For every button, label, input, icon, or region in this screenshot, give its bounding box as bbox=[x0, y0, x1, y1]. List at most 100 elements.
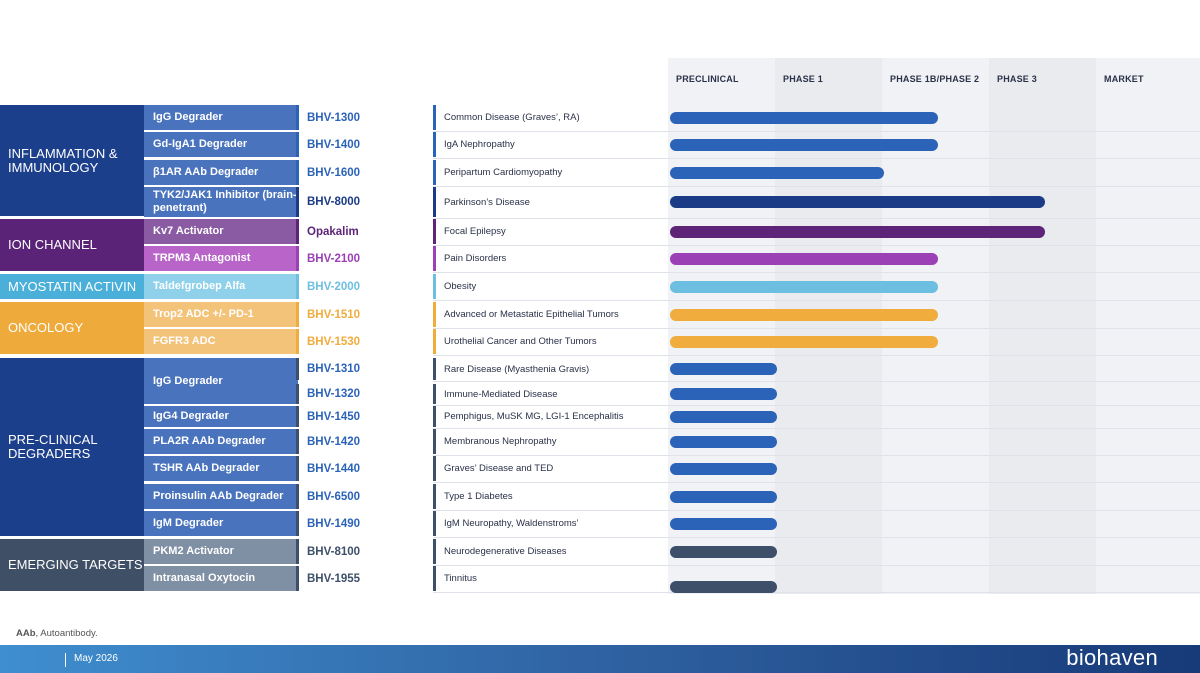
progress-bar bbox=[670, 545, 777, 558]
indication-label: Immune-Mediated Disease bbox=[444, 388, 558, 400]
program-strip bbox=[296, 384, 299, 404]
category-oncology: ONCOLOGY bbox=[0, 302, 144, 354]
progress-bar bbox=[670, 335, 938, 348]
row-separator bbox=[433, 131, 1200, 132]
drug-label: IgG Degrader bbox=[144, 105, 298, 130]
phase-header: PRECLINICAL bbox=[676, 74, 739, 84]
program-code: BHV-1955 bbox=[307, 572, 361, 585]
indication-strip bbox=[433, 302, 436, 327]
progress-bar bbox=[670, 111, 938, 124]
program-code: BHV-1530 bbox=[307, 335, 361, 348]
program-strip bbox=[296, 187, 299, 217]
progress-bar bbox=[670, 166, 884, 179]
progress-bar bbox=[670, 363, 777, 375]
indication-label: Focal Epilepsy bbox=[444, 226, 506, 237]
indication-strip bbox=[433, 219, 436, 244]
program-strip bbox=[296, 406, 299, 427]
phase-header: PHASE 1B/PHASE 2 bbox=[890, 74, 980, 84]
drug-label: PLA2R AAb Degrader bbox=[144, 429, 298, 454]
program-code: BHV-6500 bbox=[307, 490, 361, 503]
program-strip bbox=[296, 274, 299, 299]
indication-label: Urothelial Cancer and Other Tumors bbox=[444, 336, 597, 347]
phase-header: PHASE 1 bbox=[783, 74, 823, 84]
indication-strip bbox=[433, 160, 436, 185]
drug-label: TYK2/JAK1 Inhibitor (brain-penetrant) bbox=[144, 187, 298, 217]
row-separator bbox=[433, 186, 1200, 187]
phase-header: PHASE 3 bbox=[997, 74, 1037, 84]
indication-label: Rare Disease (Myasthenia Gravis) bbox=[444, 363, 590, 375]
biohaven-logo: biohaven bbox=[1066, 645, 1158, 670]
indication-strip bbox=[433, 105, 436, 130]
program-strip bbox=[296, 511, 299, 536]
drug-label: FGFR3 ADC bbox=[144, 329, 298, 354]
indication-strip bbox=[433, 484, 436, 509]
program-strip bbox=[296, 132, 299, 157]
indication-label: Membranous Nephropathy bbox=[444, 436, 557, 447]
indication-label: Pemphigus, MuSK MG, LGI-1 Encephalitis bbox=[444, 411, 624, 422]
program-strip bbox=[296, 429, 299, 454]
row-separator bbox=[433, 218, 1200, 219]
category-label: PRE-CLINICAL DEGRADERS bbox=[8, 432, 98, 461]
program-code: BHV-1450 bbox=[307, 410, 361, 423]
progress-bar bbox=[670, 252, 938, 265]
program-code: BHV-8100 bbox=[307, 545, 361, 558]
footer-bar bbox=[0, 645, 1200, 673]
category-inflammation-immunology: INFLAMMATION & IMMUNOLOGY bbox=[0, 105, 144, 216]
drug-label: Taldefgrobep Alfa bbox=[144, 274, 298, 299]
category-label: ONCOLOGY bbox=[8, 320, 84, 335]
indication-label: IgA Nephropathy bbox=[444, 139, 515, 150]
program-strip bbox=[296, 456, 299, 481]
category-label: MYOSTATIN ACTIVIN bbox=[8, 278, 137, 294]
progress-bar bbox=[670, 490, 777, 503]
progress-bar bbox=[670, 388, 777, 400]
program-code: BHV-1400 bbox=[307, 138, 361, 151]
category-ion-channel: ION CHANNEL bbox=[0, 219, 144, 271]
program-strip bbox=[296, 329, 299, 354]
indication-strip bbox=[433, 132, 436, 157]
indication-label: Parkinson’s Disease bbox=[444, 196, 530, 208]
program-code: BHV-8000 bbox=[307, 196, 361, 208]
drug-label: Intranasal Oxytocin bbox=[144, 566, 298, 591]
program-code: BHV-2100 bbox=[307, 252, 361, 265]
phase-column bbox=[989, 58, 1096, 594]
drug-label: IgG Degrader bbox=[144, 358, 298, 404]
program-strip bbox=[296, 539, 299, 564]
progress-bar bbox=[670, 138, 938, 151]
row-separator bbox=[433, 482, 1200, 483]
progress-bar bbox=[670, 435, 777, 448]
category-emerging-targets: EMERGING TARGETS bbox=[0, 539, 144, 591]
program-strip bbox=[296, 160, 299, 185]
drug-label: IgM Degrader bbox=[144, 511, 298, 536]
progress-bar bbox=[670, 517, 777, 530]
program-strip bbox=[296, 105, 299, 130]
progress-bar bbox=[670, 581, 777, 593]
indication-label: Type 1 Diabetes bbox=[444, 491, 513, 502]
category-preclinical-degraders: PRE-CLINICAL DEGRADERS bbox=[0, 358, 144, 536]
category-label: INFLAMMATION & IMMUNOLOGY bbox=[8, 145, 118, 175]
indication-strip bbox=[433, 384, 436, 404]
drug-label: β1AR AAb Degrader bbox=[144, 160, 298, 185]
category-label: ION CHANNEL bbox=[8, 237, 97, 252]
drug-label: PKM2 Activator bbox=[144, 539, 298, 564]
indication-label: Neurodegenerative Diseases bbox=[444, 546, 567, 557]
indication-strip bbox=[433, 429, 436, 454]
program-code: BHV-1420 bbox=[307, 435, 361, 448]
row-separator bbox=[433, 328, 1200, 329]
indication-label: Obesity bbox=[444, 281, 477, 292]
program-strip bbox=[296, 302, 299, 327]
footnote-text: , Autoantibody. bbox=[35, 628, 98, 639]
indication-strip bbox=[433, 456, 436, 481]
progress-bar bbox=[670, 225, 1045, 238]
program-strip bbox=[296, 484, 299, 509]
drug-label: TSHR AAb Degrader bbox=[144, 456, 298, 481]
drug-label: Gd-IgA1 Degrader bbox=[144, 132, 298, 157]
program-code: BHV-1310 bbox=[307, 363, 361, 375]
row-separator bbox=[433, 381, 1200, 382]
indication-label: Peripartum Cardiomyopathy bbox=[444, 167, 563, 178]
indication-label: Advanced or Metastatic Epithelial Tumors bbox=[444, 309, 619, 320]
indication-label: Pain Disorders bbox=[444, 253, 507, 264]
indication-strip bbox=[433, 187, 436, 217]
indication-label: IgM Neuropathy, Waldenstroms’ bbox=[444, 518, 579, 529]
program-code: Opakalim bbox=[307, 225, 359, 238]
footnote-abbr: AAb bbox=[16, 628, 36, 639]
